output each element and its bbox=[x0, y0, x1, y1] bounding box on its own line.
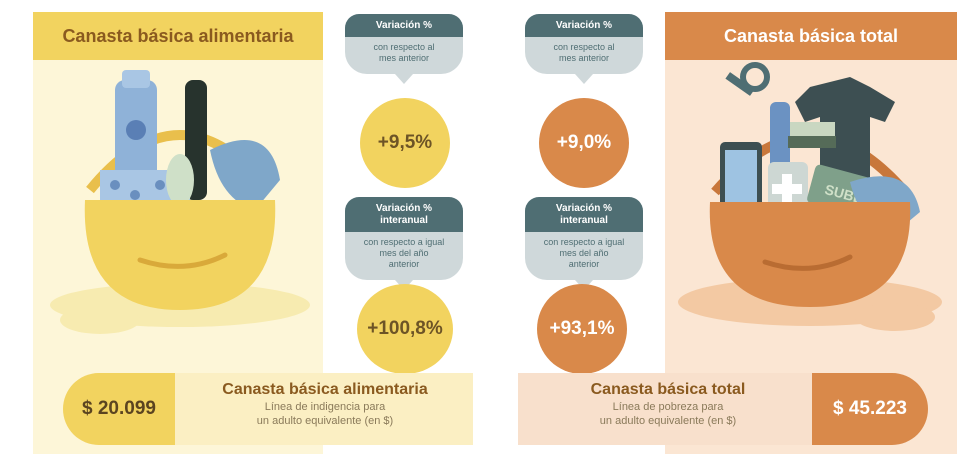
total-basket-illustration: SUBE bbox=[678, 62, 942, 331]
food-yearly-desc-line-3: anterior bbox=[388, 259, 420, 269]
food-monthly-variation-bubble: Variación % con respecto al mes anterior bbox=[345, 14, 463, 84]
food-basket-illustration bbox=[50, 70, 310, 334]
food-yearly-variation-bubble: Variación % interanual con respecto a ig… bbox=[345, 197, 463, 290]
poverty-line-price-box: $ 45.223 bbox=[812, 373, 928, 445]
food-basket-title-text: Canasta básica alimentaria bbox=[62, 25, 294, 46]
food-basket-title: Canasta básica alimentaria bbox=[33, 12, 323, 60]
food-line-sub-2: un adulto equivalente (en $) bbox=[256, 415, 394, 427]
total-monthly-variation-heading: Variación % bbox=[525, 14, 643, 37]
food-monthly-desc-line-1: con respecto al bbox=[373, 42, 435, 52]
total-yearly-desc-line-1: con respecto a igual bbox=[543, 237, 625, 247]
total-monthly-variation-value: +9,0% bbox=[539, 98, 629, 188]
total-basket-title-text: Canasta básica total bbox=[723, 25, 899, 46]
egg-icon bbox=[166, 154, 194, 206]
total-yearly-desc-line-3: anterior bbox=[568, 259, 600, 269]
total-yearly-desc-line-2: mes del año bbox=[559, 248, 609, 258]
food-yearly-desc-line-1: con respecto a igual bbox=[363, 237, 445, 247]
food-line-price-box: $ 20.099 bbox=[63, 373, 175, 445]
total-yearly-heading-line-2: interanual bbox=[560, 215, 608, 226]
food-monthly-variation-desc: con respecto al mes anterior bbox=[345, 37, 463, 74]
total-yearly-variation-value: +93,1% bbox=[537, 284, 627, 374]
total-monthly-desc-line-2: mes anterior bbox=[558, 53, 610, 63]
poverty-line-sub-1: Línea de pobreza para bbox=[612, 401, 724, 413]
food-monthly-variation-heading: Variación % bbox=[345, 14, 463, 37]
bubble-tail bbox=[575, 74, 593, 84]
total-monthly-desc-line-1: con respecto al bbox=[553, 42, 615, 52]
total-yearly-heading-line-1: Variación % bbox=[555, 203, 613, 214]
book-icon bbox=[790, 122, 835, 136]
food-line-title: Canasta básica alimentaria bbox=[222, 381, 428, 398]
food-monthly-desc-line-2: mes anterior bbox=[378, 53, 430, 63]
food-yearly-variation-desc: con respecto a igual mes del año anterio… bbox=[345, 232, 463, 280]
poverty-line-price: $ 45.223 bbox=[833, 398, 907, 419]
total-basket-title: Canasta básica total bbox=[665, 12, 957, 60]
food-yearly-variation-heading: Variación % interanual bbox=[345, 197, 463, 232]
poverty-line-title: Canasta básica total bbox=[590, 381, 746, 398]
food-line-sub-1: Línea de indigencia para bbox=[264, 401, 386, 413]
food-yearly-desc-line-2: mes del año bbox=[379, 248, 429, 258]
basket-smile bbox=[137, 252, 228, 269]
total-yearly-variation-bubble: Variación % interanual con respecto a ig… bbox=[525, 197, 643, 290]
food-yearly-heading-line-2: interanual bbox=[380, 215, 428, 226]
key-icon bbox=[740, 62, 770, 92]
basket-shadow bbox=[855, 303, 935, 331]
basket-body bbox=[84, 200, 276, 310]
poverty-line-caption: Canasta básica total Línea de pobreza pa… bbox=[528, 380, 808, 428]
food-yearly-variation-value: +100,8% bbox=[357, 284, 453, 374]
total-yearly-variation-desc: con respecto a igual mes del año anterio… bbox=[525, 232, 643, 280]
fish-icon bbox=[210, 140, 280, 210]
bottle-cap-icon bbox=[122, 70, 150, 88]
basket-shadow bbox=[60, 306, 140, 334]
food-monthly-variation-value: +9,5% bbox=[360, 98, 450, 188]
food-line-caption: Canasta básica alimentaria Línea de indi… bbox=[185, 380, 465, 428]
tshirt-icon bbox=[795, 77, 895, 182]
food-line-price: $ 20.099 bbox=[82, 398, 156, 419]
total-monthly-variation-bubble: Variación % con respecto al mes anterior bbox=[525, 14, 643, 84]
total-yearly-variation-heading: Variación % interanual bbox=[525, 197, 643, 232]
food-yearly-heading-line-1: Variación % bbox=[375, 203, 433, 214]
poverty-line-sub-2: un adulto equivalente (en $) bbox=[599, 415, 737, 427]
basket-smile bbox=[762, 254, 853, 271]
water-drop-icon bbox=[126, 120, 146, 140]
bubble-tail bbox=[395, 74, 413, 84]
total-monthly-variation-desc: con respecto al mes anterior bbox=[525, 37, 643, 74]
basket-body bbox=[709, 202, 911, 307]
